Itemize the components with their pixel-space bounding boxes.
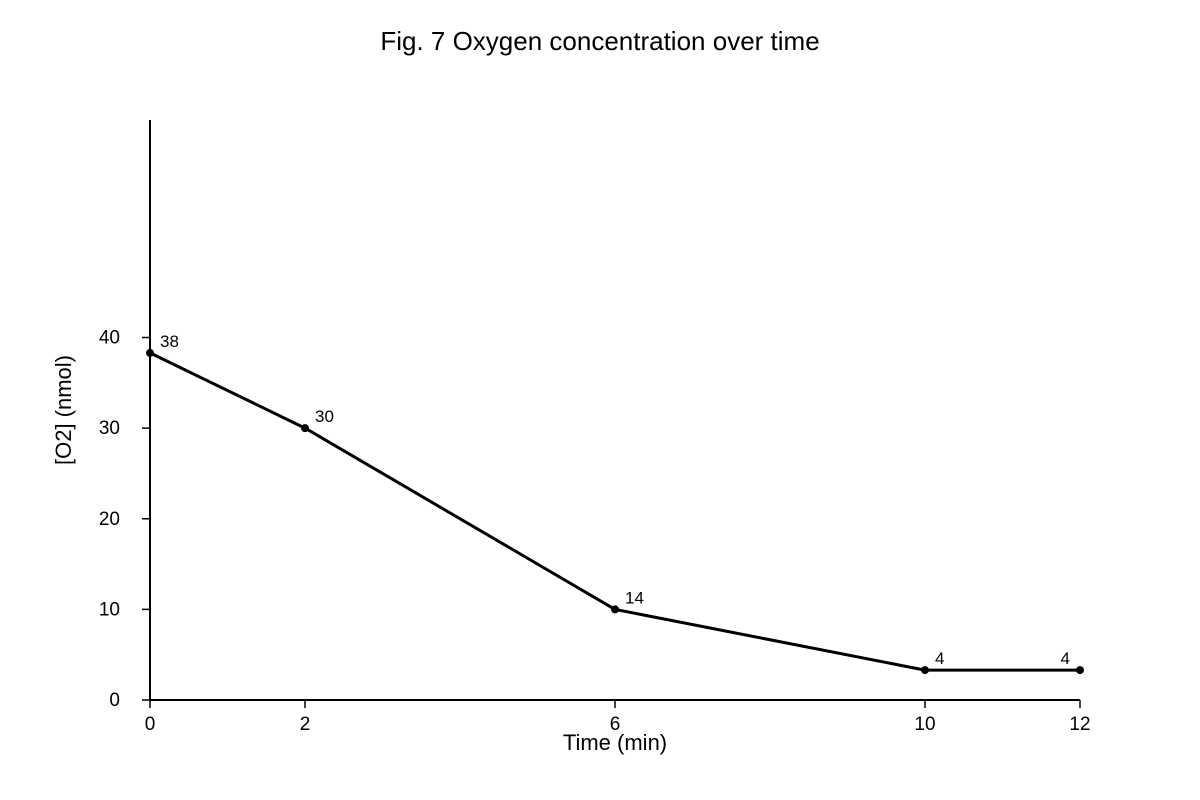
data-label: 38 xyxy=(160,332,179,351)
data-point xyxy=(1076,666,1084,675)
data-label: 4 xyxy=(935,649,944,668)
y-tick-label: 0 xyxy=(109,690,120,711)
data-point xyxy=(146,348,154,357)
axes: 0 2 6 10 12 0 10 20 30 40 xyxy=(99,120,1091,735)
data-point xyxy=(921,666,929,675)
x-tick-label: 12 xyxy=(1069,714,1090,735)
x-axis-title: Time (min) xyxy=(563,730,667,755)
y-tick-label: 40 xyxy=(99,328,120,349)
chart-title: Fig. 7 Oxygen concentration over time xyxy=(380,26,819,56)
y-tick-label: 30 xyxy=(99,418,120,439)
data-label: 14 xyxy=(625,588,644,607)
data-label: 4 xyxy=(1061,649,1070,668)
x-tick-label: 6 xyxy=(610,714,621,735)
x-tick-label: 2 xyxy=(300,714,311,735)
series-line xyxy=(149,351,1080,672)
x-tick-label: 0 xyxy=(145,714,156,735)
y-tick-label: 10 xyxy=(99,599,120,620)
y-tick-label: 20 xyxy=(99,509,120,530)
x-tick-label: 10 xyxy=(914,714,935,735)
data-point xyxy=(611,605,619,614)
data-label: 30 xyxy=(315,407,334,426)
series: 38 30 14 4 4 xyxy=(146,332,1084,675)
data-point xyxy=(301,424,309,433)
y-axis-title: [O2] (nmol) xyxy=(51,355,76,465)
